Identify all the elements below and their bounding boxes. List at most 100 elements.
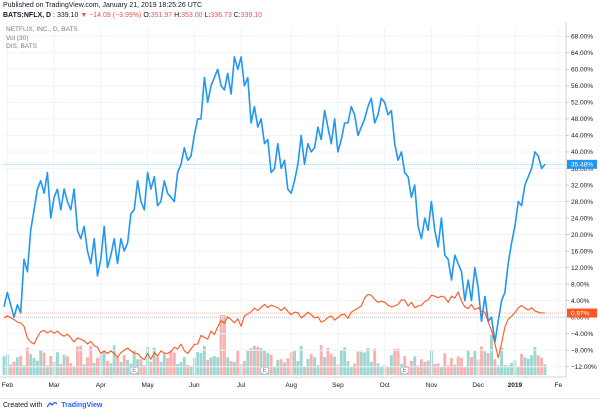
volume-bar xyxy=(256,346,260,375)
last-value-tag-dis xyxy=(567,308,597,318)
x-tick-label: Nov xyxy=(426,382,438,389)
x-tick-label: Fe xyxy=(555,382,563,389)
earnings-marker-label: E xyxy=(403,368,407,374)
volume-bar xyxy=(65,356,69,375)
volume-bar xyxy=(226,357,230,375)
tradingview-logo-icon xyxy=(47,402,58,408)
volume-bar xyxy=(249,348,253,375)
volume-bar xyxy=(119,361,123,375)
price-chart[interactable]: 68.00% 64.00% 60.00% 56.00% 52.00% 48.00% 44.0… xyxy=(0,22,600,398)
volume-bar xyxy=(269,354,273,375)
legend-nflx: NETFLIX, INC., D, BATS xyxy=(6,26,78,33)
earnings-marker[interactable] xyxy=(129,365,139,375)
x-tick-label: Jun xyxy=(189,382,200,389)
volume-bar xyxy=(39,349,43,375)
volume-bar xyxy=(296,361,300,375)
symbol-label: BATS:NFLX, D xyxy=(3,12,52,19)
y-tick-label: −12.00% xyxy=(571,364,597,371)
y-tick-label: 40.00% xyxy=(571,149,593,156)
volume-bar xyxy=(303,366,306,375)
volume-bar xyxy=(202,345,206,375)
volume-bar xyxy=(456,356,460,375)
volume-bar xyxy=(353,363,357,375)
volume-bar xyxy=(182,357,186,375)
series-line-nflx xyxy=(3,56,546,343)
volume-bar xyxy=(409,360,413,375)
y-tick-label: 60.00% xyxy=(571,67,593,74)
volume-bar xyxy=(112,345,116,375)
h-label: H: xyxy=(174,12,182,19)
time-axis[interactable]: Feb Mar Apr May Jun Jul Aug Sep Oct Nov Dec 2019 Fe xyxy=(0,376,566,389)
volume-bar xyxy=(389,355,393,375)
volume-bar xyxy=(176,364,180,375)
volume-bar xyxy=(86,357,89,375)
volume-bar xyxy=(333,356,337,375)
series-line-dis xyxy=(3,291,545,361)
down-arrow-icon: ▼ xyxy=(80,12,88,19)
x-tick-label: May xyxy=(141,382,154,389)
volume-bar xyxy=(543,364,547,375)
volume-bar xyxy=(273,366,276,375)
volume-bar xyxy=(486,352,490,375)
volume-bar xyxy=(266,352,270,375)
price-axis[interactable]: 68.00% 64.00% 60.00% 56.00% 52.00% 48.00% 44.0… xyxy=(565,22,597,377)
volume-bar xyxy=(373,348,377,375)
volume-bar xyxy=(219,315,223,375)
volume-bar xyxy=(62,354,66,375)
volume-bar xyxy=(59,363,63,375)
earnings-marker[interactable] xyxy=(259,365,270,375)
volume-bar xyxy=(416,365,420,375)
y-tick-label: −8.00% xyxy=(571,348,593,355)
x-tick-label: Dec xyxy=(472,382,484,389)
volume-bar xyxy=(109,363,113,375)
volume-bar xyxy=(162,353,166,375)
brand-name[interactable]: TradingView xyxy=(61,402,103,409)
volume-bar xyxy=(446,365,450,375)
x-tick-label: Feb xyxy=(2,382,14,389)
volume-bar xyxy=(22,365,26,375)
volume-bar xyxy=(436,363,440,375)
x-tick-label: Aug xyxy=(285,382,297,389)
volume-bar xyxy=(12,361,16,375)
volume-bar xyxy=(35,360,39,375)
volume-bar xyxy=(453,364,457,375)
volume-bar xyxy=(359,351,363,375)
volume-bar xyxy=(490,335,493,375)
y-tick-label: 44.00% xyxy=(571,133,593,140)
volume-bar xyxy=(42,352,46,375)
volume-bar xyxy=(516,366,520,375)
volume-bar xyxy=(179,362,183,375)
y-tick-label: 48.00% xyxy=(571,116,593,123)
volume-bar xyxy=(189,365,193,375)
volume-bar xyxy=(433,363,437,375)
earnings-marker[interactable] xyxy=(400,365,410,375)
symbol-line: BATS:NFLX, D : 339.10 ▼ −14.09 (−3.99%) … xyxy=(0,10,600,22)
volume-bar xyxy=(343,347,347,375)
volume-bar xyxy=(376,363,380,375)
y-tick-label: 52.00% xyxy=(571,100,593,107)
volume-bar xyxy=(299,345,303,375)
chart-grid xyxy=(4,28,565,375)
y-tick-label: 12.00% xyxy=(571,265,593,272)
series-lines xyxy=(3,56,565,361)
volume-bar xyxy=(379,366,383,375)
volume-bar xyxy=(386,366,390,375)
volume-bar xyxy=(212,356,216,375)
open-value: 351.97 xyxy=(150,12,173,19)
l-label: L: xyxy=(204,12,211,19)
volume-bar xyxy=(283,362,286,375)
volume-bar xyxy=(246,350,250,375)
volume-bar xyxy=(15,357,19,375)
volume-bar xyxy=(206,359,210,375)
volume-bar xyxy=(72,365,76,375)
volume-bar xyxy=(172,352,176,375)
legend-dis: DIS, BATS xyxy=(6,43,37,50)
separator-text: : xyxy=(53,12,57,19)
chart-legend: NETFLIX, INC., D, BATS Vol (30) DIS, BAT… xyxy=(6,26,78,52)
volume-bars xyxy=(2,315,547,375)
volume-bar xyxy=(470,357,473,375)
volume-bar xyxy=(209,357,213,375)
y-tick-label: 28.00% xyxy=(571,199,593,206)
volume-bar xyxy=(520,353,524,375)
